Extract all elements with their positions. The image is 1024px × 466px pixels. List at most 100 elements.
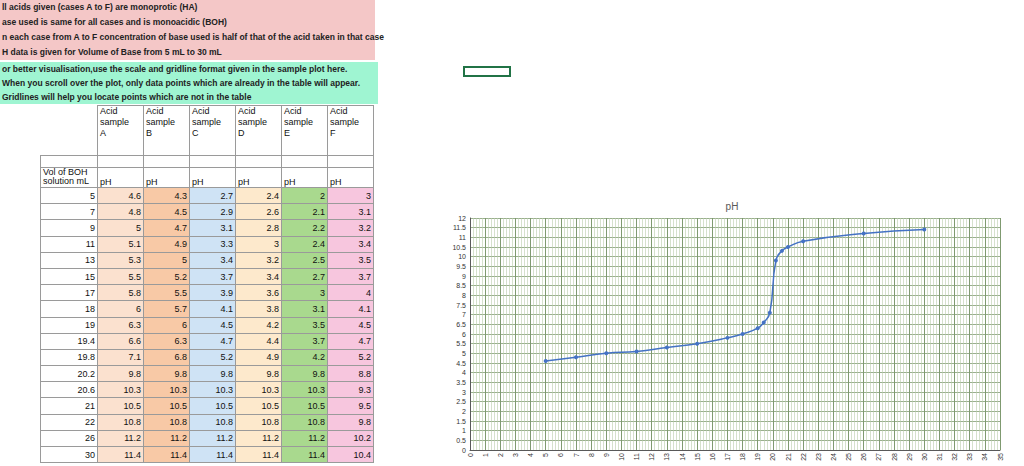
svg-text:10.5: 10.5 (452, 244, 466, 251)
svg-text:35: 35 (997, 453, 1004, 461)
html-text:4.8: 4.8 (128, 206, 141, 217)
svg-text:28: 28 (891, 453, 898, 461)
svg-text:2: 2 (462, 408, 466, 415)
svg-text:20: 20 (769, 453, 776, 461)
html-text:5.1: 5.1 (128, 239, 141, 250)
svg-text:29: 29 (906, 453, 913, 461)
html-text:3.5: 3.5 (358, 255, 371, 266)
html-text:4.3: 4.3 (174, 190, 187, 201)
html-text:3.4: 3.4 (220, 255, 233, 266)
html-text:2.4: 2.4 (266, 190, 279, 201)
html-text:3.4: 3.4 (266, 271, 279, 282)
svg-text:8: 8 (588, 453, 595, 457)
svg-text:6: 6 (462, 331, 466, 338)
html-text:3.1: 3.1 (312, 303, 325, 314)
svg-text:19: 19 (754, 453, 761, 461)
html-text:6.3: 6.3 (128, 320, 141, 331)
html-text:3.3: 3.3 (220, 239, 233, 250)
svg-text:2.5: 2.5 (456, 398, 466, 405)
svg-text:11.5: 11.5 (453, 224, 466, 231)
svg-text:9.5: 9.5 (456, 263, 466, 270)
html-text:4.6: 4.6 (128, 190, 141, 201)
svg-text:32: 32 (951, 453, 958, 461)
html-text:3.7: 3.7 (358, 271, 371, 282)
html-text:5.5: 5.5 (174, 287, 187, 298)
html-text:5.3: 5.3 (128, 255, 141, 266)
svg-text:9: 9 (462, 273, 466, 280)
html-text:Vol of BOH solution mL: Vol of BOH solution mL (43, 167, 89, 186)
html-text:5.5: 5.5 (128, 271, 141, 282)
svg-text:0: 0 (462, 447, 466, 454)
svg-text:6.5: 6.5 (456, 321, 466, 328)
svg-text:11: 11 (459, 234, 466, 241)
html-text:3.9: 3.9 (220, 287, 233, 298)
html-text:3.7: 3.7 (220, 271, 233, 282)
svg-text:16: 16 (709, 453, 716, 461)
svg-text:5: 5 (462, 350, 466, 357)
svg-text:1: 1 (462, 427, 466, 434)
svg-text:6: 6 (557, 453, 564, 457)
svg-text:10: 10 (618, 453, 625, 461)
svg-text:12: 12 (648, 453, 655, 461)
svg-text:33: 33 (966, 453, 973, 461)
html-text:3.4: 3.4 (358, 239, 371, 250)
html-text:3.2: 3.2 (266, 255, 279, 266)
html-text:4.5: 4.5 (220, 320, 233, 331)
svg-text:4: 4 (527, 453, 534, 457)
html-text:5.7: 5.7 (174, 303, 187, 314)
svg-text:14: 14 (679, 453, 686, 461)
svg-text:0.5: 0.5 (456, 437, 466, 444)
svg-text:12: 12 (458, 215, 466, 222)
svg-text:23: 23 (815, 453, 822, 461)
svg-text:24: 24 (830, 453, 837, 461)
html-text:2.9: 2.9 (220, 206, 233, 217)
html-text:2.1: 2.1 (312, 206, 325, 217)
svg-text:0: 0 (467, 453, 474, 457)
html-text:4.5: 4.5 (174, 206, 187, 217)
svg-text:8.5: 8.5 (456, 282, 466, 289)
svg-text:3: 3 (512, 453, 519, 457)
html-text:2.6: 2.6 (266, 206, 279, 217)
html-text:3.1: 3.1 (358, 206, 371, 217)
html-text:2.4: 2.4 (312, 239, 325, 250)
svg-text:3.5: 3.5 (456, 379, 466, 386)
svg-text:4: 4 (462, 369, 466, 376)
svg-text:7.5: 7.5 (456, 302, 466, 309)
html-text:4.1: 4.1 (220, 303, 233, 314)
html-text:4.9: 4.9 (174, 239, 187, 250)
svg-text:30: 30 (921, 453, 928, 461)
svg-text:25: 25 (845, 453, 852, 461)
html-text:3.6: 3.6 (266, 287, 279, 298)
html-text:2.5: 2.5 (312, 255, 325, 266)
svg-text:3: 3 (462, 389, 466, 396)
svg-text:22: 22 (800, 453, 807, 461)
html-text:5.8: 5.8 (128, 287, 141, 298)
html-text:4.1: 4.1 (358, 303, 371, 314)
svg-text:7: 7 (573, 453, 580, 457)
svg-text:5: 5 (542, 453, 549, 457)
svg-text:7: 7 (462, 311, 466, 318)
svg-text:4.5: 4.5 (456, 360, 466, 367)
svg-text:11: 11 (633, 453, 640, 460)
svg-text:1.5: 1.5 (456, 418, 466, 425)
html-text:5.2: 5.2 (174, 271, 187, 282)
svg-text:2: 2 (497, 453, 504, 457)
html-text:3.8: 3.8 (266, 303, 279, 314)
html-text:2.7: 2.7 (220, 190, 233, 201)
html-text:2.7: 2.7 (312, 271, 325, 282)
svg-text:10: 10 (458, 253, 466, 260)
svg-text:34: 34 (981, 453, 988, 461)
svg-text:pH: pH (726, 201, 739, 212)
svg-text:15: 15 (694, 453, 701, 461)
svg-text:27: 27 (875, 453, 882, 461)
svg-text:31: 31 (936, 453, 943, 461)
svg-text:17: 17 (724, 453, 731, 461)
svg-text:21: 21 (785, 453, 792, 461)
svg-text:26: 26 (860, 453, 867, 461)
svg-text:18: 18 (739, 453, 746, 461)
svg-text:1: 1 (482, 453, 489, 457)
svg-text:5.5: 5.5 (456, 340, 466, 347)
svg-text:8: 8 (462, 292, 466, 299)
svg-text:13: 13 (663, 453, 670, 461)
svg-text:9: 9 (603, 453, 610, 457)
